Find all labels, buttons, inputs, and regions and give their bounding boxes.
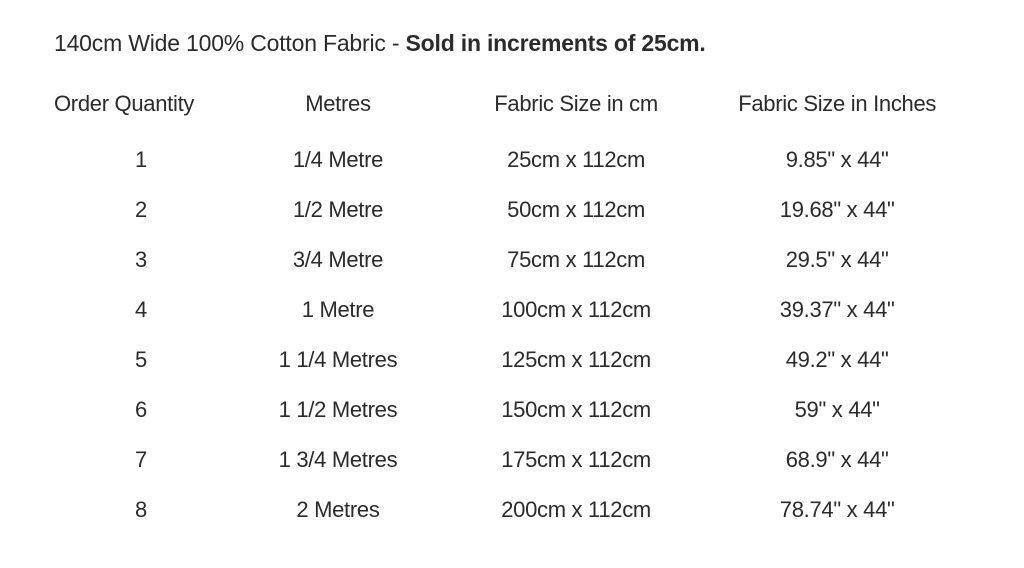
cell-size-cm: 125cm x 112cm — [448, 335, 704, 385]
cell-size-in: 68.9" x 44" — [704, 435, 970, 485]
cell-size-in: 39.37" x 44" — [704, 285, 970, 335]
cell-metres: 1/4 Metre — [228, 135, 448, 185]
title-bold: Sold in increments of 25cm. — [406, 30, 706, 56]
table-row: 8 2 Metres 200cm x 112cm 78.74" x 44" — [54, 485, 970, 535]
cell-size-cm: 200cm x 112cm — [448, 485, 704, 535]
col-header-fabric-size-in: Fabric Size in Inches — [704, 91, 970, 135]
cell-size-in: 78.74" x 44" — [704, 485, 970, 535]
table-row: 4 1 Metre 100cm x 112cm 39.37" x 44" — [54, 285, 970, 335]
cell-order-quantity: 4 — [54, 285, 228, 335]
cell-size-in: 59" x 44" — [704, 385, 970, 435]
cell-order-quantity: 2 — [54, 185, 228, 235]
cell-order-quantity: 7 — [54, 435, 228, 485]
cell-size-cm: 100cm x 112cm — [448, 285, 704, 335]
cell-size-cm: 50cm x 112cm — [448, 185, 704, 235]
table-row: 3 3/4 Metre 75cm x 112cm 29.5" x 44" — [54, 235, 970, 285]
col-header-fabric-size-cm: Fabric Size in cm — [448, 91, 704, 135]
table-body: 1 1/4 Metre 25cm x 112cm 9.85" x 44" 2 1… — [54, 135, 970, 535]
table-row: 6 1 1/2 Metres 150cm x 112cm 59" x 44" — [54, 385, 970, 435]
table-row: 2 1/2 Metre 50cm x 112cm 19.68" x 44" — [54, 185, 970, 235]
cell-order-quantity: 3 — [54, 235, 228, 285]
fabric-size-table: Order Quantity Metres Fabric Size in cm … — [54, 91, 970, 535]
cell-order-quantity: 1 — [54, 135, 228, 185]
cell-size-in: 9.85" x 44" — [704, 135, 970, 185]
table-row: 5 1 1/4 Metres 125cm x 112cm 49.2" x 44" — [54, 335, 970, 385]
cell-order-quantity: 8 — [54, 485, 228, 535]
cell-metres: 2 Metres — [228, 485, 448, 535]
cell-metres: 1 3/4 Metres — [228, 435, 448, 485]
col-header-metres: Metres — [228, 91, 448, 135]
cell-size-cm: 175cm x 112cm — [448, 435, 704, 485]
cell-size-cm: 150cm x 112cm — [448, 385, 704, 435]
table-row: 7 1 3/4 Metres 175cm x 112cm 68.9" x 44" — [54, 435, 970, 485]
cell-metres: 1 1/4 Metres — [228, 335, 448, 385]
cell-size-in: 49.2" x 44" — [704, 335, 970, 385]
table-header-row: Order Quantity Metres Fabric Size in cm … — [54, 91, 970, 135]
cell-size-cm: 75cm x 112cm — [448, 235, 704, 285]
table-row: 1 1/4 Metre 25cm x 112cm 9.85" x 44" — [54, 135, 970, 185]
cell-metres: 3/4 Metre — [228, 235, 448, 285]
col-header-order-quantity: Order Quantity — [54, 91, 228, 135]
page: 140cm Wide 100% Cotton Fabric - Sold in … — [0, 0, 1024, 535]
cell-size-in: 29.5" x 44" — [704, 235, 970, 285]
title-prefix: 140cm Wide 100% Cotton Fabric - — [54, 30, 406, 56]
cell-metres: 1/2 Metre — [228, 185, 448, 235]
cell-size-in: 19.68" x 44" — [704, 185, 970, 235]
cell-metres: 1 1/2 Metres — [228, 385, 448, 435]
cell-order-quantity: 5 — [54, 335, 228, 385]
cell-metres: 1 Metre — [228, 285, 448, 335]
cell-order-quantity: 6 — [54, 385, 228, 435]
cell-size-cm: 25cm x 112cm — [448, 135, 704, 185]
page-title: 140cm Wide 100% Cotton Fabric - Sold in … — [54, 30, 970, 57]
